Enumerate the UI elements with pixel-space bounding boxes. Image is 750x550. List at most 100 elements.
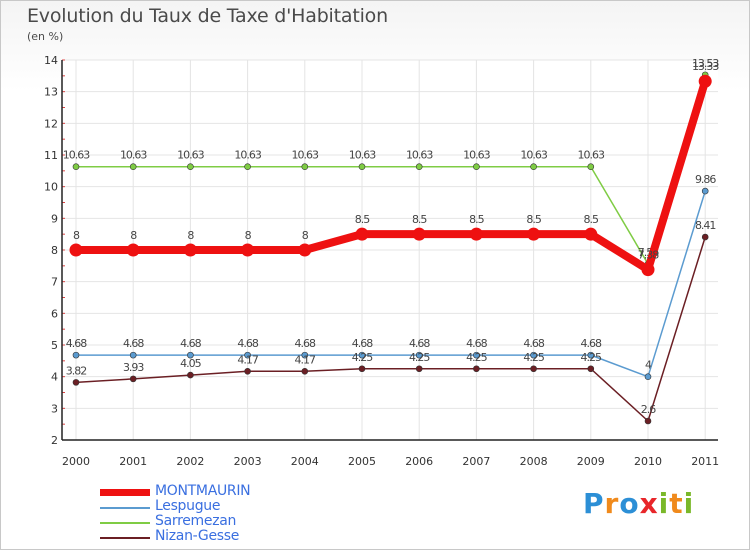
data-point-lespugue [530, 351, 537, 359]
brand-letter: o [619, 487, 640, 520]
y-tick-label: 11 [44, 149, 58, 162]
y-tick-label: 14 [44, 54, 58, 67]
x-tick-label: 2006 [405, 455, 433, 468]
data-label-montmaurin: 8.5 [412, 213, 427, 226]
y-tick-label: 6 [51, 307, 58, 320]
x-tick-label: 2001 [119, 455, 147, 468]
x-tick-label: 2002 [176, 455, 204, 468]
series-line-sarremezan [75, 74, 706, 265]
data-point-nizan-gesse [530, 365, 537, 373]
data-label-montmaurin: 7.38 [638, 249, 659, 262]
data-label-lespugue: 4.68 [66, 337, 87, 350]
data-label-lespugue: 4.68 [295, 337, 316, 350]
data-label-lespugue: 4 [645, 359, 652, 372]
y-tick-label: 12 [44, 117, 58, 130]
data-label-nizan-gesse: 8.41 [695, 219, 716, 232]
data-label-sarremezan: 10.63 [578, 149, 605, 162]
data-label-nizan-gesse: 4.25 [409, 351, 430, 364]
data-point-lespugue [701, 187, 709, 195]
data-point-lespugue [129, 351, 137, 359]
data-point-montmaurin [641, 263, 655, 277]
data-label-nizan-gesse: 4.17 [295, 353, 316, 366]
data-point-nizan-gesse [244, 367, 251, 375]
data-point-montmaurin [126, 243, 140, 257]
data-label-nizan-gesse: 4.05 [180, 357, 201, 370]
data-point-montmaurin [469, 227, 483, 241]
data-point-sarremezan [473, 163, 480, 171]
data-label-lespugue: 4.68 [581, 337, 602, 350]
data-label-montmaurin: 8.5 [526, 213, 541, 226]
data-label-lespugue: 4.68 [180, 337, 201, 350]
data-label-lespugue: 9.86 [695, 173, 716, 186]
y-tick-label: 2 [51, 434, 58, 447]
legend-label: Sarremezan [155, 513, 237, 529]
data-point-sarremezan [415, 163, 423, 171]
data-label-lespugue: 4.68 [409, 337, 430, 350]
legend-swatch [100, 507, 150, 509]
data-label-sarremezan: 10.63 [120, 149, 147, 162]
data-point-nizan-gesse [701, 233, 709, 241]
data-label-sarremezan: 10.63 [177, 149, 204, 162]
legend-swatch [100, 537, 150, 539]
data-point-lespugue [358, 351, 366, 359]
x-tick-label: 2008 [520, 455, 548, 468]
data-point-montmaurin [584, 227, 598, 241]
data-point-sarremezan [301, 163, 309, 171]
data-point-lespugue [72, 351, 80, 359]
y-tick-label: 13 [44, 86, 58, 99]
x-tick-label: 2009 [577, 455, 605, 468]
legend-label: Lespugue [155, 498, 221, 514]
brand-letter: i [658, 487, 670, 520]
y-tick-label: 9 [51, 212, 58, 225]
data-label-montmaurin: 8.5 [584, 213, 599, 226]
data-point-nizan-gesse [301, 367, 309, 375]
brand-letter: P [583, 487, 605, 520]
y-tick-label: 3 [51, 402, 58, 415]
chart-title: Evolution du Taux de Taxe d'Habitation [27, 5, 388, 27]
data-point-sarremezan [129, 163, 137, 171]
data-point-montmaurin [241, 243, 255, 257]
data-label-sarremezan: 10.63 [520, 149, 547, 162]
data-point-lespugue [187, 351, 194, 359]
data-label-montmaurin: 8 [187, 229, 194, 242]
legend-label: Nizan-Gesse [155, 528, 240, 544]
chart-subtitle: (en %) [27, 30, 64, 43]
data-point-nizan-gesse [644, 417, 652, 425]
data-label-lespugue: 4.68 [466, 337, 487, 350]
legend-swatch [100, 522, 150, 524]
data-point-nizan-gesse [72, 379, 80, 386]
data-label-sarremezan: 10.63 [234, 149, 261, 162]
data-label-lespugue: 4.68 [523, 337, 544, 350]
data-label-montmaurin: 13.33 [692, 60, 719, 73]
data-label-lespugue: 4.68 [237, 337, 258, 350]
series-line-nizan-gesse [75, 236, 706, 422]
brand-letter: t [669, 487, 684, 520]
data-label-sarremezan: 10.63 [292, 149, 319, 162]
data-point-lespugue [587, 351, 595, 359]
data-point-nizan-gesse [415, 365, 423, 373]
data-label-nizan-gesse: 2.6 [641, 403, 656, 416]
data-label-montmaurin: 8.5 [469, 213, 484, 226]
data-point-nizan-gesse [587, 365, 595, 373]
data-label-sarremezan: 10.63 [406, 149, 433, 162]
x-tick-label: 2004 [291, 455, 319, 468]
data-label-sarremezan: 10.63 [463, 149, 490, 162]
data-label-nizan-gesse: 4.17 [237, 353, 258, 366]
series-line-montmaurin [72, 77, 710, 274]
data-point-montmaurin [355, 227, 369, 241]
data-point-sarremezan [187, 163, 194, 171]
data-point-sarremezan [244, 163, 251, 171]
data-point-montmaurin [527, 227, 541, 241]
x-tick-label: 2003 [234, 455, 262, 468]
data-point-montmaurin [69, 243, 83, 257]
x-tick-label: 2000 [62, 455, 90, 468]
data-label-lespugue: 4.68 [352, 337, 373, 350]
legend-label: MONTMAURIN [155, 483, 251, 499]
legend-swatch [100, 489, 150, 496]
data-point-montmaurin [412, 227, 426, 241]
x-tick-label: 2010 [634, 455, 662, 468]
data-label-sarremezan: 10.63 [63, 149, 90, 162]
data-label-montmaurin: 8 [73, 229, 80, 242]
data-label-nizan-gesse: 4.25 [352, 351, 373, 364]
